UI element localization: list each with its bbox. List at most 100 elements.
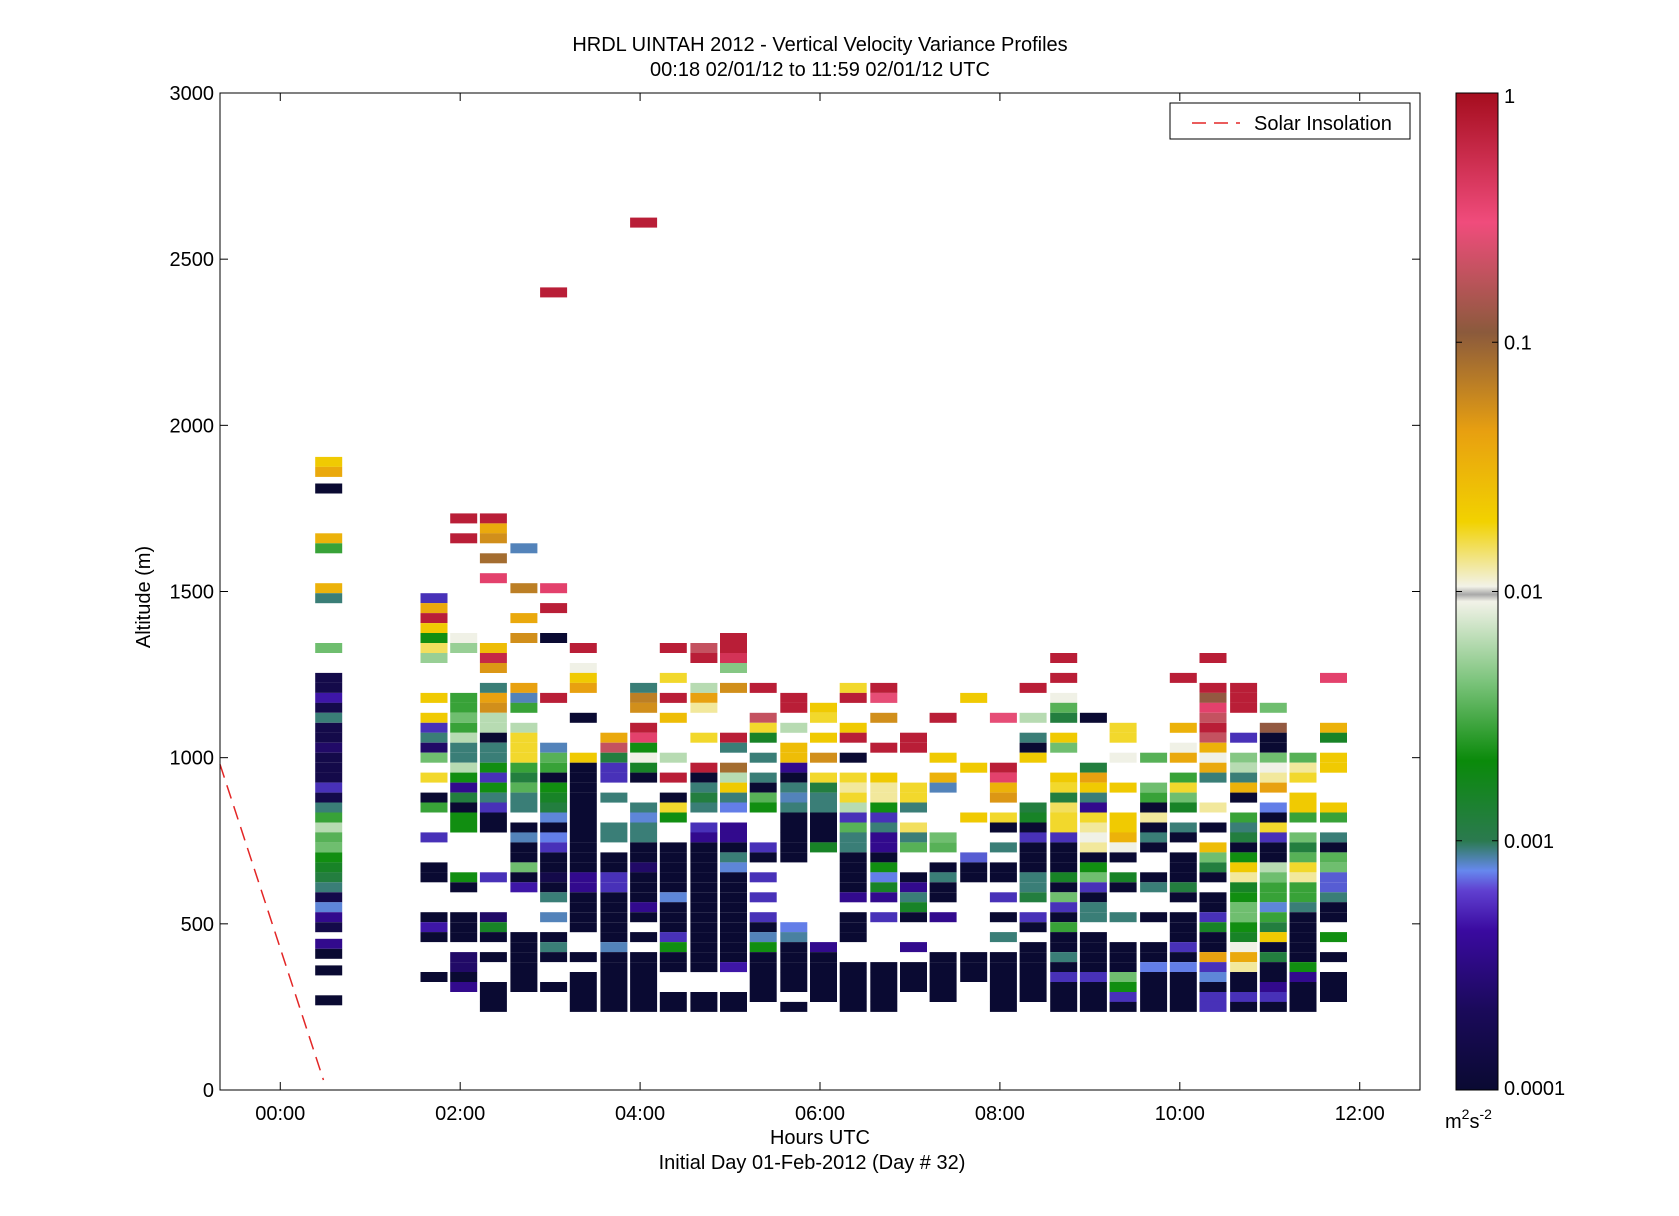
variance-cell [749, 852, 777, 863]
variance-cell [1050, 702, 1078, 713]
variance-cell [1289, 902, 1317, 913]
variance-cell [810, 712, 837, 723]
variance-cell [900, 982, 927, 992]
variance-cell [1259, 822, 1287, 833]
variance-cell [989, 862, 1017, 873]
variance-cell [540, 892, 568, 903]
variance-cell [1169, 942, 1197, 953]
variance-cell [720, 663, 747, 673]
chart-title: HRDL UINTAH 2012 - Vertical Velocity Var… [572, 34, 1067, 56]
variance-cell [1019, 912, 1047, 923]
variance-cell [315, 852, 343, 863]
variance-cell [450, 882, 478, 893]
variance-cell [1109, 852, 1137, 863]
variance-cell [1259, 742, 1287, 753]
variance-cell [1140, 782, 1168, 793]
variance-cell [1169, 852, 1197, 863]
variance-cell [569, 882, 597, 893]
variance-cell [929, 992, 957, 1002]
variance-cell [1079, 792, 1107, 803]
variance-cell [749, 712, 777, 723]
variance-cell [1050, 872, 1078, 883]
variance-cell [960, 962, 988, 973]
variance-cell [659, 712, 687, 723]
variance-cell [1320, 892, 1347, 903]
variance-cell [690, 702, 718, 713]
variance-cell [420, 792, 448, 803]
variance-cell [315, 882, 343, 893]
variance-cell [540, 842, 568, 853]
variance-cell [1109, 962, 1137, 973]
colorbar-unit-exp1: 2 [1462, 1106, 1470, 1122]
variance-cell [780, 702, 808, 713]
variance-cell [479, 802, 507, 813]
variance-cell [1199, 972, 1227, 982]
variance-cell [1230, 782, 1258, 793]
variance-cell [540, 822, 568, 833]
variance-cell [1079, 1001, 1107, 1012]
variance-cell [1259, 892, 1287, 903]
variance-cell [720, 992, 747, 1002]
variance-cell [1169, 952, 1197, 963]
variance-cell [1320, 882, 1347, 893]
variance-cell [659, 932, 687, 943]
variance-cell [1230, 832, 1258, 843]
variance-cell [1019, 832, 1047, 843]
variance-cell [1019, 922, 1047, 933]
variance-cell [900, 792, 927, 803]
variance-cell [315, 583, 343, 594]
variance-cell [1199, 862, 1227, 873]
variance-cell [1320, 902, 1347, 913]
variance-cell [1050, 742, 1078, 753]
variance-cell [690, 932, 718, 943]
variance-cell [1199, 722, 1227, 733]
variance-cell [450, 692, 478, 703]
variance-cell [1050, 992, 1078, 1002]
variance-cell [659, 842, 687, 853]
variance-cell [600, 862, 628, 873]
variance-cell [630, 872, 658, 883]
variance-cell [1320, 672, 1347, 683]
variance-cell [540, 762, 568, 773]
variance-cell [420, 932, 448, 943]
legend-box [1169, 102, 1411, 140]
variance-cell [870, 842, 898, 853]
variance-cell [1230, 982, 1258, 992]
variance-cell [929, 782, 957, 793]
variance-cell [569, 643, 597, 653]
variance-cell [929, 712, 957, 723]
variance-cell [630, 682, 658, 693]
x-tick-label: 12:00 [1335, 1103, 1385, 1125]
variance-cell [600, 982, 628, 992]
variance-cell [720, 633, 747, 643]
variance-cell [839, 972, 867, 982]
variance-cell [1019, 892, 1047, 903]
variance-cell [600, 852, 628, 863]
variance-cell [630, 732, 658, 743]
variance-cell [1259, 962, 1287, 973]
variance-cell [420, 772, 448, 783]
variance-cell [720, 862, 747, 873]
variance-cell [1050, 972, 1078, 982]
variance-cell [315, 772, 343, 783]
y-tick-label: 0 [203, 1080, 214, 1102]
variance-cell [510, 742, 538, 753]
variance-cell [989, 992, 1017, 1002]
variance-cell [1169, 872, 1197, 883]
variance-cell [870, 882, 898, 893]
variance-cell [1140, 752, 1168, 763]
variance-cell [1019, 942, 1047, 953]
variance-cell [540, 772, 568, 783]
variance-cell [1169, 772, 1197, 783]
variance-cell [450, 732, 478, 743]
variance-cell [510, 752, 538, 763]
variance-cell [1230, 862, 1258, 873]
variance-cell [720, 802, 747, 813]
variance-cell [929, 892, 957, 903]
variance-cell [479, 702, 507, 713]
variance-cell [630, 822, 658, 833]
variance-cell [1289, 992, 1317, 1002]
variance-cell [989, 952, 1017, 963]
variance-cell [690, 802, 718, 813]
variance-cell [479, 912, 507, 923]
